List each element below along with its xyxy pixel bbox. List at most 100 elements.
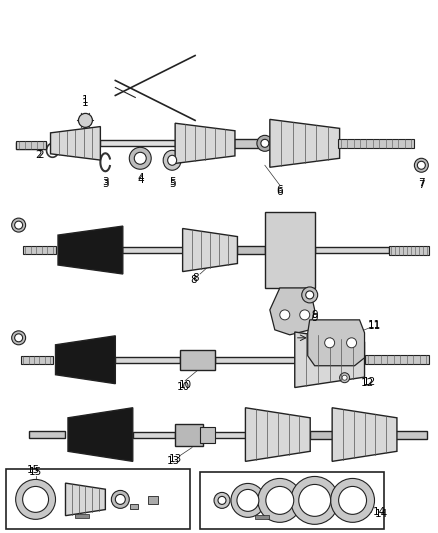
Polygon shape	[56, 336, 115, 384]
Bar	[213, 432, 255, 438]
Circle shape	[414, 158, 428, 172]
Bar	[148, 496, 158, 504]
Text: 14: 14	[375, 510, 388, 519]
Bar	[338, 139, 414, 148]
Text: 9: 9	[311, 313, 318, 323]
Text: 12: 12	[361, 378, 374, 387]
Bar	[115, 357, 180, 363]
Text: 4: 4	[137, 175, 144, 185]
Circle shape	[261, 139, 269, 147]
Circle shape	[325, 338, 335, 348]
Bar	[21, 356, 53, 364]
Circle shape	[23, 487, 49, 512]
Bar	[6, 470, 190, 529]
Bar	[314, 247, 389, 253]
Text: 2: 2	[35, 150, 42, 160]
Circle shape	[12, 218, 25, 232]
Bar	[200, 426, 215, 442]
Bar	[16, 141, 46, 149]
Circle shape	[291, 477, 339, 524]
Circle shape	[115, 495, 125, 504]
Circle shape	[111, 490, 129, 508]
Bar	[234, 139, 265, 148]
Circle shape	[129, 147, 151, 169]
Polygon shape	[308, 320, 364, 366]
Polygon shape	[332, 408, 397, 462]
Text: 7: 7	[418, 180, 425, 190]
Circle shape	[331, 479, 374, 522]
Bar	[75, 514, 89, 518]
Bar	[265, 212, 314, 288]
Text: 1: 1	[82, 99, 89, 108]
Bar	[255, 515, 269, 519]
Text: 11: 11	[368, 321, 381, 331]
Bar	[310, 431, 339, 439]
Text: 5: 5	[169, 179, 176, 189]
Bar	[16, 142, 46, 149]
Circle shape	[218, 496, 226, 504]
Circle shape	[280, 310, 290, 320]
Bar	[215, 357, 295, 363]
Text: 3: 3	[102, 177, 109, 187]
Text: 13: 13	[166, 456, 180, 466]
Bar	[395, 431, 427, 439]
Bar	[133, 432, 175, 438]
Polygon shape	[50, 126, 100, 160]
Circle shape	[14, 334, 23, 342]
Polygon shape	[270, 288, 314, 335]
Bar	[175, 424, 203, 446]
Bar	[122, 247, 185, 253]
Polygon shape	[295, 332, 364, 387]
Text: 8: 8	[192, 273, 198, 283]
Text: 2: 2	[37, 150, 44, 160]
Circle shape	[417, 161, 425, 169]
Circle shape	[237, 489, 259, 511]
Polygon shape	[58, 226, 123, 274]
Circle shape	[302, 287, 318, 303]
Circle shape	[134, 152, 146, 164]
Text: 13: 13	[169, 455, 182, 464]
Text: 11: 11	[368, 320, 381, 330]
Polygon shape	[183, 229, 237, 272]
Ellipse shape	[168, 155, 177, 165]
Circle shape	[14, 221, 23, 229]
Bar	[100, 140, 175, 147]
Polygon shape	[68, 408, 133, 462]
Circle shape	[16, 480, 56, 519]
Circle shape	[299, 484, 331, 516]
Circle shape	[346, 338, 357, 348]
Bar	[180, 350, 215, 370]
Polygon shape	[175, 123, 235, 164]
Text: 3: 3	[102, 179, 109, 189]
Circle shape	[257, 135, 273, 151]
Text: 5: 5	[169, 177, 176, 187]
Circle shape	[339, 487, 367, 514]
Circle shape	[300, 310, 310, 320]
Bar	[28, 431, 66, 438]
Polygon shape	[245, 408, 310, 462]
Text: 1: 1	[82, 95, 89, 106]
Bar	[130, 504, 138, 510]
Bar	[364, 356, 429, 364]
Bar	[200, 472, 385, 529]
Text: 4: 4	[137, 173, 144, 183]
Polygon shape	[270, 119, 339, 167]
Text: 10: 10	[177, 382, 190, 392]
Circle shape	[266, 487, 294, 514]
Circle shape	[342, 375, 347, 380]
Circle shape	[78, 114, 92, 127]
Text: 10: 10	[179, 379, 192, 390]
Text: 9: 9	[311, 310, 318, 320]
Text: 14: 14	[373, 507, 386, 518]
Bar	[237, 246, 265, 254]
Circle shape	[306, 291, 314, 299]
Circle shape	[12, 331, 25, 345]
Text: 15: 15	[27, 465, 40, 475]
Bar	[23, 246, 56, 254]
Bar	[389, 246, 429, 255]
Text: 15: 15	[29, 467, 42, 478]
Polygon shape	[66, 483, 106, 515]
Circle shape	[231, 483, 265, 518]
Text: 6: 6	[276, 185, 283, 195]
Text: 6: 6	[276, 187, 283, 197]
